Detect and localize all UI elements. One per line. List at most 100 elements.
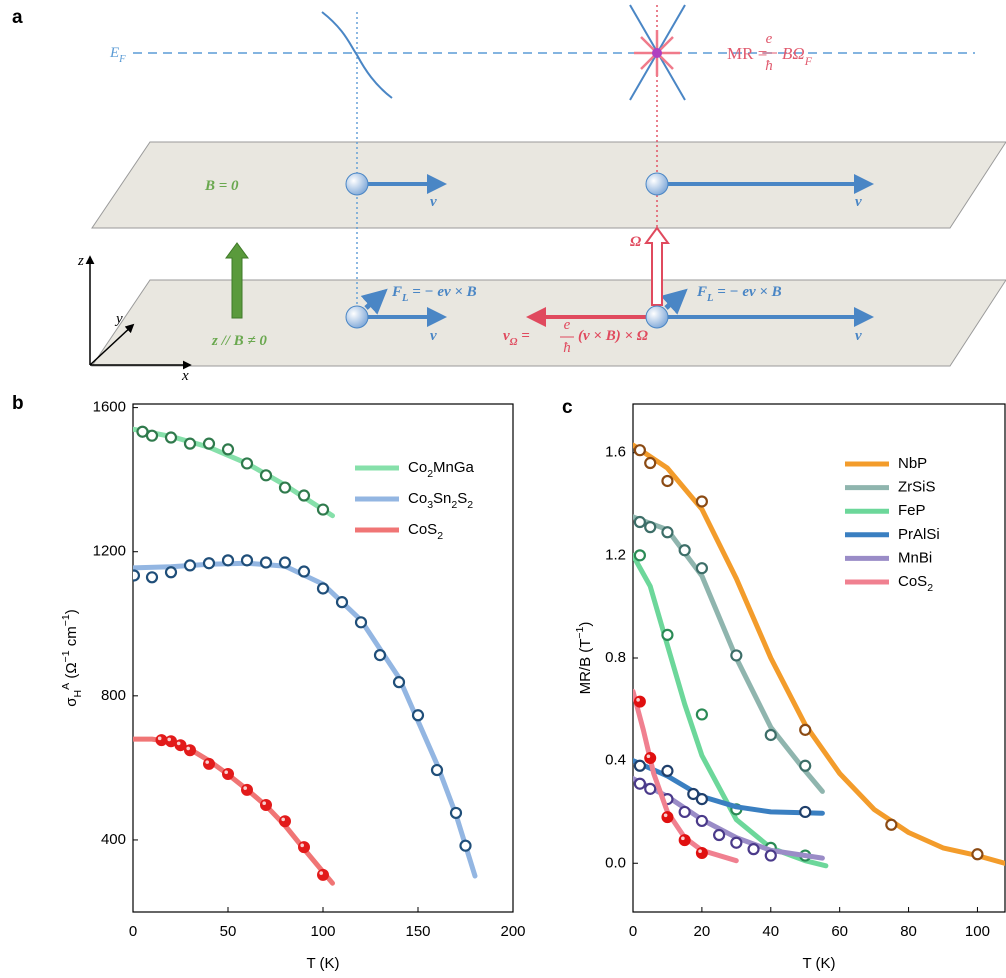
panel-label: b bbox=[12, 393, 24, 414]
marker bbox=[240, 457, 254, 470]
x-tick-label: 0 bbox=[129, 923, 137, 940]
plot-area bbox=[133, 425, 478, 886]
marker bbox=[971, 848, 984, 861]
marker bbox=[687, 787, 700, 801]
marker-highlight bbox=[243, 786, 247, 790]
legend-label: FeP bbox=[898, 502, 926, 519]
marker bbox=[661, 811, 674, 824]
plane-top bbox=[91, 141, 1006, 229]
marker-highlight bbox=[186, 746, 190, 751]
marker bbox=[633, 444, 646, 457]
marker bbox=[221, 443, 235, 456]
marker bbox=[764, 728, 777, 742]
velocity-label: v bbox=[430, 328, 437, 344]
velocity-arrows bbox=[360, 174, 874, 327]
axis-x: x bbox=[181, 368, 189, 384]
chart: 0.0 0.4 0.8 1.2 1.6 0 20 40 60 80 100 T (K) MR/B (T−… bbox=[574, 403, 1006, 972]
marker-highlight bbox=[636, 698, 640, 702]
marker-highlight bbox=[157, 736, 162, 741]
marker bbox=[145, 571, 159, 584]
axis-y: y bbox=[114, 311, 123, 327]
marker bbox=[661, 628, 674, 642]
axis-z: z bbox=[77, 253, 84, 269]
anomalous-den: ħ bbox=[563, 340, 571, 356]
marker bbox=[799, 805, 812, 819]
marker bbox=[164, 566, 178, 579]
berry-arrow bbox=[644, 226, 670, 306]
y-tick-label: 1.6 bbox=[605, 444, 626, 461]
plot-frame bbox=[632, 403, 1006, 913]
fit-line bbox=[633, 442, 1005, 866]
field-label: z // B ≠ 0 bbox=[211, 333, 267, 349]
marker bbox=[695, 793, 708, 806]
marker-highlight bbox=[281, 817, 286, 822]
legend-label: CoS2 bbox=[408, 521, 443, 542]
plane-bottom bbox=[91, 279, 1006, 367]
plot-area bbox=[633, 442, 1005, 869]
marker bbox=[297, 489, 311, 502]
marker bbox=[354, 616, 368, 629]
marker-highlight bbox=[646, 754, 651, 759]
legend-label: ZrSiS bbox=[898, 479, 936, 496]
force-label: FL = − ev × B bbox=[696, 284, 782, 303]
marker bbox=[747, 843, 760, 856]
marker bbox=[695, 846, 708, 859]
y-axis-label: σHA (Ω−1 cm−1) bbox=[60, 609, 84, 706]
marker bbox=[260, 798, 272, 811]
marker bbox=[202, 437, 216, 450]
marker bbox=[373, 649, 387, 662]
marker bbox=[411, 709, 425, 722]
x-tick-label: 80 bbox=[900, 923, 917, 940]
marker bbox=[764, 849, 777, 862]
y-tick-label: 800 bbox=[101, 687, 126, 704]
legend-label: PrAlSi bbox=[898, 526, 940, 543]
marker bbox=[278, 481, 292, 494]
marker bbox=[335, 596, 349, 609]
marker bbox=[678, 834, 691, 847]
marker bbox=[644, 456, 657, 470]
marker bbox=[449, 806, 463, 820]
legend-label: MnBi bbox=[898, 549, 932, 566]
field-label: B = 0 bbox=[204, 178, 239, 194]
marker bbox=[695, 495, 708, 508]
marker bbox=[695, 708, 708, 721]
panel-label: c bbox=[562, 397, 573, 418]
electrons bbox=[345, 172, 669, 329]
velocity-label: v bbox=[855, 328, 862, 344]
marker bbox=[279, 815, 291, 828]
mr-rhs: BΩF bbox=[782, 44, 813, 68]
anomalous-label: vΩ = bbox=[503, 328, 530, 347]
marker bbox=[316, 503, 330, 516]
berry-label: Ω bbox=[630, 234, 641, 250]
marker bbox=[633, 777, 646, 790]
y-tick-label: 0.8 bbox=[605, 649, 626, 666]
marker-highlight bbox=[681, 836, 685, 841]
marker bbox=[392, 676, 406, 689]
marker-highlight bbox=[698, 849, 702, 853]
marker bbox=[713, 828, 726, 842]
marker-highlight bbox=[176, 741, 181, 746]
marker bbox=[183, 437, 197, 450]
marker-highlight bbox=[205, 760, 209, 764]
marker bbox=[799, 759, 812, 772]
marker-highlight bbox=[167, 737, 171, 742]
marker bbox=[661, 764, 674, 777]
marker bbox=[259, 556, 273, 569]
force-label: FL = − ev × B bbox=[391, 284, 477, 303]
marker bbox=[259, 469, 273, 482]
y-tick-label: 0.0 bbox=[605, 854, 626, 871]
marker bbox=[183, 559, 197, 572]
mr-den: ħ bbox=[765, 58, 773, 74]
marker bbox=[203, 757, 215, 770]
marker bbox=[459, 839, 472, 852]
marker bbox=[885, 818, 898, 831]
marker-highlight bbox=[663, 813, 668, 818]
velocity-label: v bbox=[855, 194, 862, 210]
x-tick-label: 100 bbox=[965, 923, 990, 940]
field-arrow bbox=[225, 242, 249, 319]
x-tick-label: 40 bbox=[762, 923, 779, 940]
band bbox=[321, 11, 393, 99]
marker bbox=[202, 557, 216, 570]
y-tick-label: 1600 bbox=[93, 399, 126, 416]
marker bbox=[298, 841, 310, 854]
